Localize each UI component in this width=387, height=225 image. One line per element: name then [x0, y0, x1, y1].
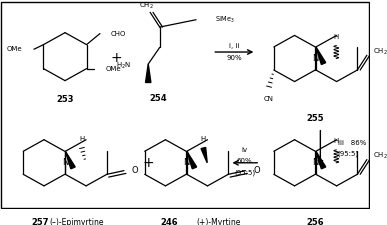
Text: 60%: 60% — [237, 158, 253, 164]
Text: H: H — [201, 137, 206, 142]
Polygon shape — [187, 151, 197, 169]
Text: 90%: 90% — [226, 56, 242, 61]
Polygon shape — [201, 147, 207, 163]
Text: H$_2$N: H$_2$N — [116, 61, 131, 71]
Text: (+)-Myrtine: (+)-Myrtine — [196, 218, 240, 225]
Text: N: N — [183, 158, 190, 167]
Text: +: + — [142, 156, 154, 170]
Text: CH$_2$: CH$_2$ — [373, 46, 387, 57]
Text: CHO: CHO — [110, 31, 126, 36]
Text: SiMe$_3$: SiMe$_3$ — [215, 15, 235, 25]
Text: +: + — [111, 52, 122, 65]
Text: 246: 246 — [161, 218, 178, 225]
Text: N: N — [312, 158, 319, 167]
Text: OMe: OMe — [7, 46, 22, 52]
Polygon shape — [316, 47, 326, 65]
Text: H: H — [79, 137, 84, 142]
Text: N: N — [62, 158, 68, 167]
Text: OMe: OMe — [106, 66, 121, 72]
Text: H: H — [334, 138, 339, 144]
Text: 253: 253 — [56, 94, 74, 104]
Text: (–)-Epimyrtine: (–)-Epimyrtine — [50, 218, 104, 225]
Polygon shape — [316, 151, 326, 169]
Text: iii   86%: iii 86% — [337, 140, 366, 146]
Text: (95:5): (95:5) — [337, 151, 359, 157]
Text: iv: iv — [242, 147, 248, 153]
Text: 256: 256 — [307, 218, 324, 225]
Text: (95:5): (95:5) — [234, 170, 255, 176]
Text: 257: 257 — [32, 218, 49, 225]
Text: N: N — [312, 54, 319, 63]
Polygon shape — [65, 151, 75, 169]
Text: H: H — [334, 34, 339, 40]
Text: CH$_2$: CH$_2$ — [139, 1, 154, 11]
Text: O: O — [132, 166, 138, 175]
Text: CN: CN — [264, 96, 274, 102]
Polygon shape — [146, 64, 151, 83]
Text: 254: 254 — [149, 94, 166, 103]
Text: i, ii: i, ii — [229, 43, 240, 49]
Text: 255: 255 — [307, 114, 324, 123]
Text: CH$_2$: CH$_2$ — [373, 151, 387, 161]
Text: O: O — [253, 166, 260, 175]
